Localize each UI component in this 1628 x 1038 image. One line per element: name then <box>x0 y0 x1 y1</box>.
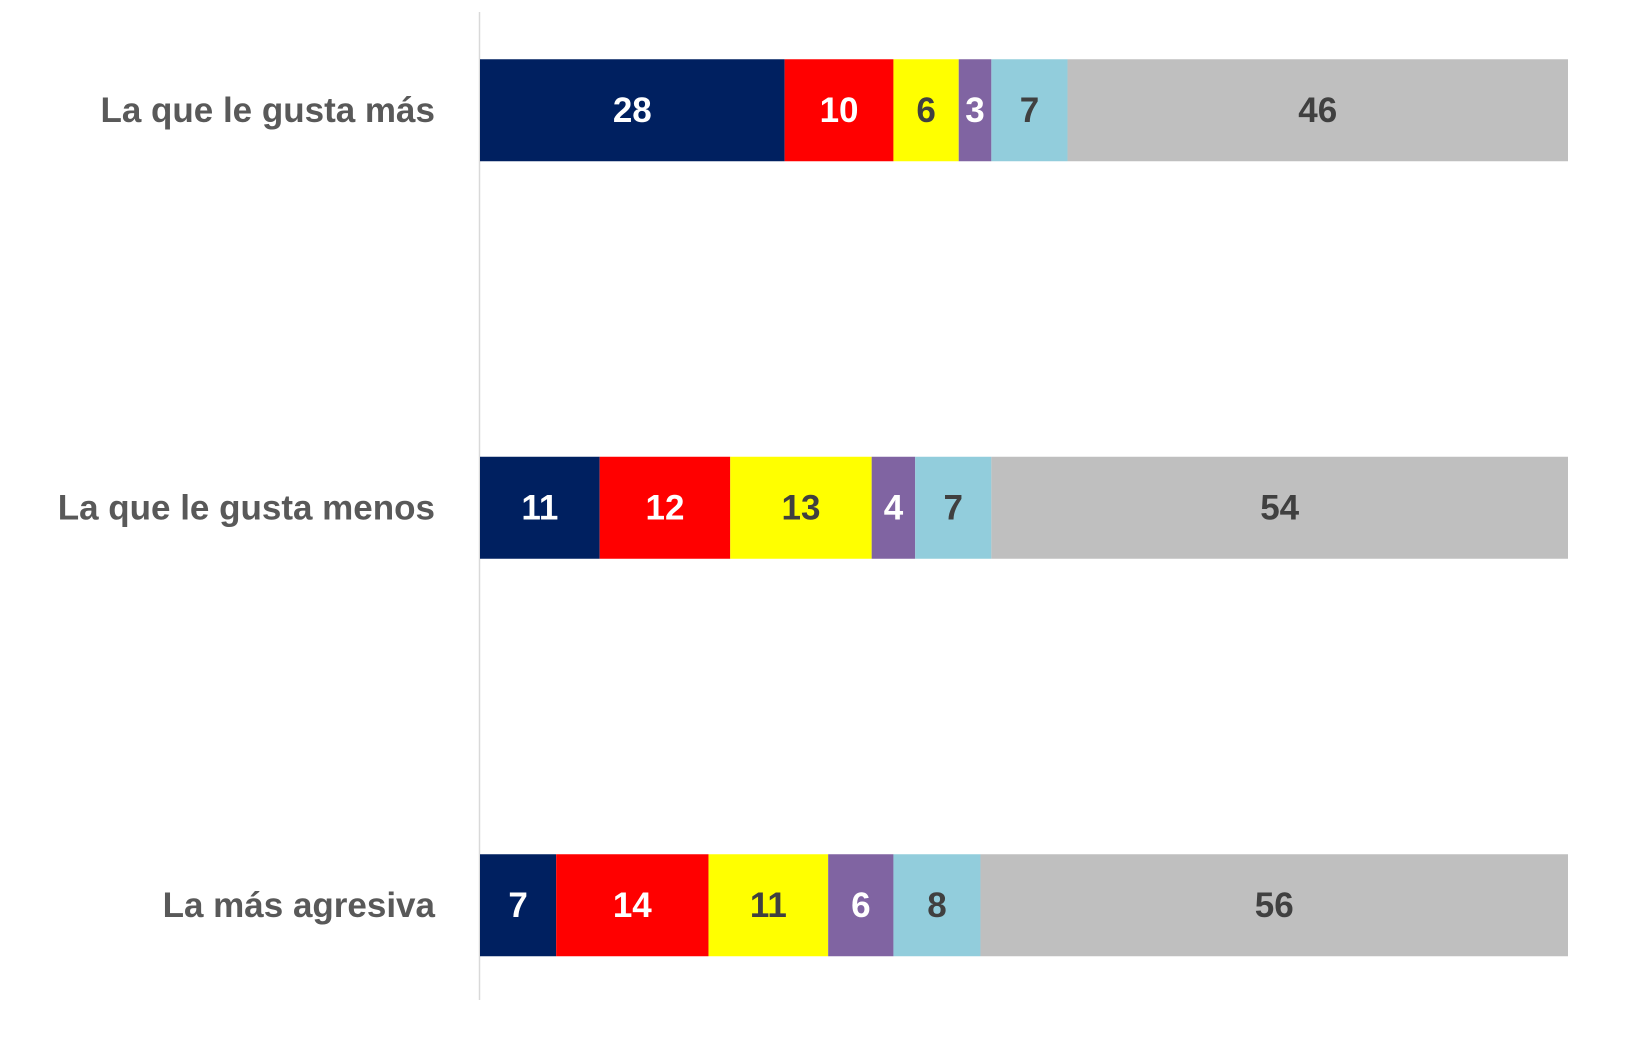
bar-segment <box>708 854 829 957</box>
bar-segment <box>991 456 1568 559</box>
data-label: 12 <box>645 488 684 527</box>
data-label: 4 <box>884 488 904 527</box>
data-label: 14 <box>613 886 652 925</box>
bar-segment <box>828 854 894 957</box>
data-label: 46 <box>1298 91 1337 130</box>
bar-segment <box>991 59 1068 162</box>
bar-segment <box>871 456 916 559</box>
data-label: 7 <box>1020 91 1039 130</box>
data-label: 28 <box>613 91 652 130</box>
bar-segment <box>1067 59 1568 162</box>
bar-segment <box>556 854 709 957</box>
bar-segment <box>599 456 731 559</box>
bar-segment <box>893 59 959 162</box>
data-label: 56 <box>1255 886 1294 925</box>
data-label: 6 <box>916 91 935 130</box>
data-label: 3 <box>965 91 984 130</box>
bar-segment <box>480 59 785 162</box>
category-label: La que le gusta más <box>100 91 435 130</box>
bar-segment <box>893 854 981 957</box>
data-label: 54 <box>1260 488 1299 527</box>
data-label: 13 <box>781 488 820 527</box>
data-label: 7 <box>944 488 963 527</box>
bar-segment <box>480 854 557 957</box>
bar-segment <box>958 59 992 162</box>
category-label: La que le gusta menos <box>58 488 435 527</box>
bar-segment <box>980 854 1568 957</box>
data-label: 7 <box>508 886 527 925</box>
data-label: 8 <box>927 886 946 925</box>
bar-segment <box>915 456 992 559</box>
data-label: 11 <box>521 488 558 527</box>
bar-segment <box>480 456 600 559</box>
bar-segment <box>730 456 872 559</box>
category-label: La más agresiva <box>163 886 436 925</box>
data-label: 11 <box>750 886 787 925</box>
data-label: 6 <box>851 886 870 925</box>
data-label: 10 <box>820 91 859 130</box>
bar-segment <box>784 59 894 162</box>
